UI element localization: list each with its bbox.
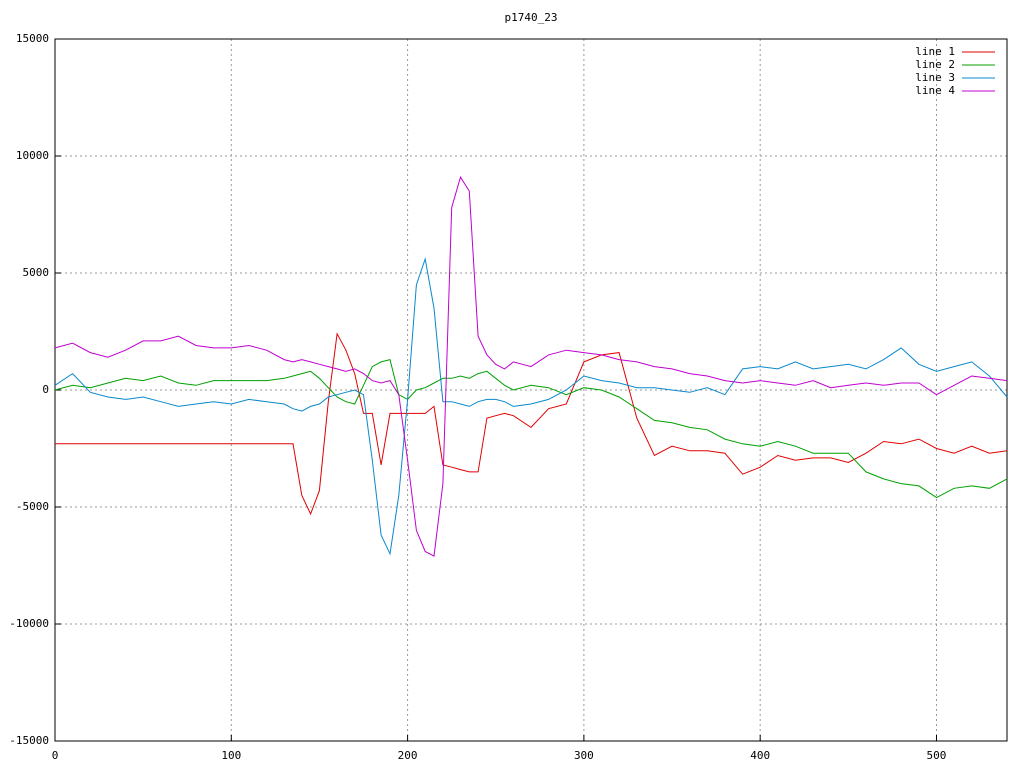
x-tick-label: 0 xyxy=(52,749,59,762)
x-tick-label: 400 xyxy=(750,749,770,762)
y-tick-label: -15000 xyxy=(9,734,49,747)
y-tick-label: -5000 xyxy=(16,500,49,513)
series-line xyxy=(54,175,1008,557)
y-tick-label: -10000 xyxy=(9,617,49,630)
legend-label: line 1 xyxy=(915,45,955,58)
y-tick-label: 0 xyxy=(42,383,49,396)
x-tick-label: 200 xyxy=(398,749,418,762)
y-tick-label: 10000 xyxy=(16,149,49,162)
y-tick-label: 15000 xyxy=(16,32,49,45)
series-line xyxy=(54,358,1008,499)
series-line xyxy=(55,332,1008,516)
legend-label: line 3 xyxy=(915,71,955,84)
legend-label: line 4 xyxy=(915,84,955,97)
y-tick-label: 5000 xyxy=(23,266,50,279)
legend-label: line 2 xyxy=(915,58,955,71)
x-tick-label: 100 xyxy=(221,749,241,762)
series-line xyxy=(54,257,1008,556)
chart-title: p1740_23 xyxy=(505,11,558,24)
x-tick-label: 500 xyxy=(927,749,947,762)
x-tick-label: 300 xyxy=(574,749,594,762)
